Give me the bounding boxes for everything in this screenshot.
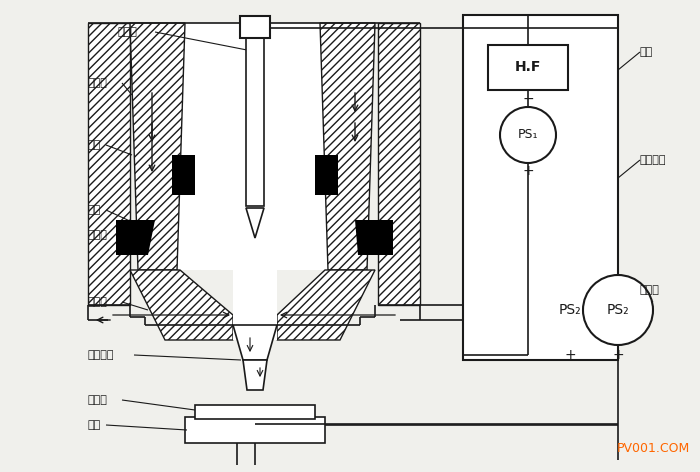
Polygon shape [233,270,277,340]
Circle shape [500,107,556,163]
Text: 粉末: 粉末 [88,140,102,150]
Text: PS₂: PS₂ [559,303,581,317]
Text: +: + [564,348,576,362]
Text: 屏蔽气: 屏蔽气 [88,297,108,307]
Text: 喷嘴: 喷嘴 [88,205,102,215]
Text: 基材: 基材 [88,420,102,430]
Text: PS₂: PS₂ [607,303,629,317]
Polygon shape [88,23,130,305]
Text: 辅助电源: 辅助电源 [640,155,666,165]
Text: +: + [612,348,624,362]
Bar [463,15,618,360]
Text: 高频: 高频 [640,47,653,57]
Polygon shape [177,23,328,270]
Text: 离子气: 离子气 [88,78,108,88]
Text: 喷焊层: 喷焊层 [88,395,108,405]
Polygon shape [320,23,375,270]
Polygon shape [246,208,264,238]
Polygon shape [378,23,420,305]
Polygon shape [130,270,233,340]
Text: −: − [522,92,534,106]
Polygon shape [172,155,195,195]
Text: 冷却水: 冷却水 [88,230,108,240]
Text: 钨电极: 钨电极 [118,27,138,37]
Polygon shape [355,220,393,255]
Polygon shape [315,155,338,195]
Polygon shape [277,270,375,340]
Text: PV001.COM: PV001.COM [617,442,690,455]
Bar [240,16,270,38]
Text: H.F: H.F [514,60,541,74]
Text: 等离子体: 等离子体 [88,350,115,360]
Text: 主电源: 主电源 [640,285,660,295]
Bar [185,417,325,443]
Polygon shape [116,220,155,255]
Circle shape [583,275,653,345]
Text: +: + [522,164,534,178]
Bar [246,16,264,206]
Bar [488,45,568,90]
Text: PS₁: PS₁ [518,128,538,142]
Polygon shape [233,325,277,360]
Polygon shape [243,360,267,390]
Polygon shape [130,23,185,270]
Bar [195,405,315,419]
Polygon shape [177,23,328,270]
